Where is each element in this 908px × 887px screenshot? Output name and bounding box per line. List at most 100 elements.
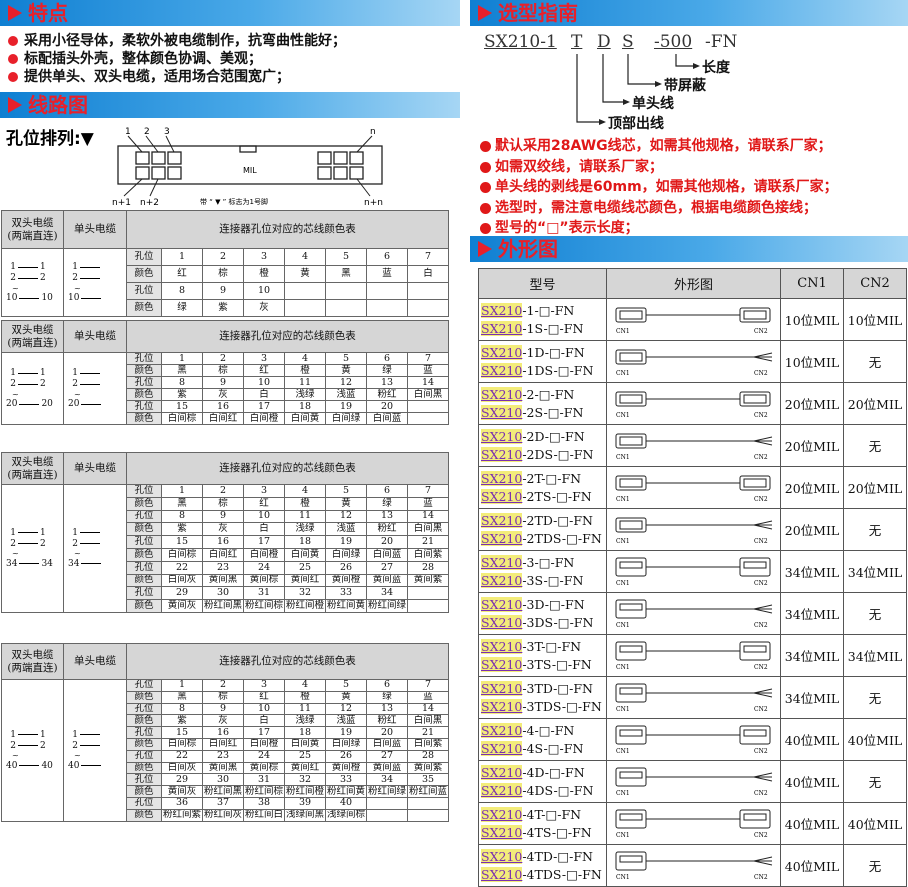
color-cell: 黑	[161, 690, 203, 704]
pin-cell: 10	[243, 376, 285, 389]
feature-item: 提供单头、双头电缆，适用场合范围宽广；	[8, 68, 290, 86]
color-cell: 浅绿	[284, 388, 326, 401]
pin-cell: 20	[366, 400, 408, 413]
pin-cell: 32	[284, 773, 326, 787]
color-cell: 灰	[243, 299, 285, 317]
section-header: 特点	[0, 0, 460, 26]
row-label: 颜色	[126, 496, 162, 511]
cable-drawing: CN1 CN2	[615, 391, 770, 419]
connector-detail	[743, 561, 766, 569]
cable-drawing: CN1 CN2	[615, 767, 772, 797]
table-body: 双头电缆 (两端直连) 单头电缆 连接器孔位对应的芯线颜色表 1 1 2 2 ~34 34 1 2 ~3…	[1, 452, 449, 613]
wire: 1	[68, 527, 126, 538]
wire-end: 34	[41, 558, 53, 569]
single-diagram: 1 2 ~40	[63, 679, 127, 822]
wiring-table: 双头电缆 (两端直连) 单头电缆 连接器孔位对应的芯线颜色表 1 1 2 2 ~20 20 1 2 ~2…	[1, 320, 449, 425]
connector-label: CN2	[754, 370, 768, 377]
pin-cell: 19	[325, 535, 367, 549]
shape-row: SX210-4T-□-FN SX210-4TS-□-FN CN1 CN2 40位MIL 4…	[478, 802, 907, 845]
wire-end: 1	[40, 729, 46, 740]
pin-cell: 10	[243, 509, 285, 524]
color-cell: 白间红	[202, 547, 244, 562]
color-cell: 浅蓝	[325, 388, 367, 401]
drawing-cell: CN1 CN2	[606, 466, 781, 509]
connector-detail	[619, 436, 642, 446]
color-cell: 黄间橙	[325, 761, 367, 775]
model-line: SX210-4T-□-FN	[481, 806, 606, 824]
color-cell: 白间灰	[161, 761, 203, 775]
header-text: (两端直连)	[7, 468, 58, 481]
drawing-cell: CN1 CN2	[606, 382, 781, 425]
data-row: 孔位 15 16 17 18 19 20 21	[2, 535, 449, 549]
wire-end: 1	[10, 368, 16, 378]
model-cell: SX210-3T-□-FN SX210-3TS-□-FN	[478, 634, 607, 677]
row-label: 颜色	[126, 265, 162, 283]
model-suffix: -1S-□-FN	[522, 320, 584, 336]
color-cell: 绿	[366, 496, 408, 511]
cn1-cell: 20位MIL	[780, 466, 844, 509]
wire-end	[753, 352, 772, 358]
pin-cell	[407, 400, 449, 413]
drawing-cell: CN1 CN2	[606, 340, 781, 383]
cn1-cell: 20位MIL	[780, 508, 844, 551]
color-cell: 紫	[161, 714, 203, 728]
row-label: 孔位	[126, 248, 162, 266]
color-cell: 浅绿	[284, 714, 326, 728]
wire-line	[80, 277, 100, 279]
wire-line	[18, 277, 38, 279]
header-text: 双头电缆	[11, 455, 54, 468]
model-suffix: -3S-□-FN	[522, 572, 584, 588]
wire-line	[80, 532, 100, 534]
cn2-cell: 无	[843, 424, 907, 467]
row-label: 孔位	[126, 535, 162, 549]
wire-end: 1	[10, 262, 16, 272]
pin-cell: 17	[243, 400, 285, 413]
pin-cell: 16	[202, 726, 244, 739]
double-diagram: 1 1 2 2 ~10 10	[1, 248, 64, 317]
color-cell: 白间紫	[407, 737, 449, 751]
pin-cell: 14	[407, 509, 449, 524]
connector-label: CN1	[616, 622, 630, 629]
wire-end: 2	[10, 379, 16, 389]
row-label: 孔位	[126, 509, 162, 524]
color-cell: 粉红间绿	[366, 785, 408, 798]
model-line: SX210-1D-□-FN	[481, 344, 606, 362]
row-label: 孔位	[126, 560, 162, 575]
connector-detail	[619, 687, 642, 695]
drawing-cell: CN1 CN2	[606, 760, 781, 803]
header-single: 单头电缆	[63, 643, 127, 680]
pin-cell: 28	[407, 560, 449, 575]
shape-row: SX210-3T-□-FN SX210-3TS-□-FN CN1 CN2 34位MIL 3…	[478, 634, 907, 677]
cn1-cell: 20位MIL	[780, 424, 844, 467]
wire: 2	[68, 740, 126, 751]
connector-label: CN2	[754, 580, 768, 587]
wire-end: 1	[40, 527, 46, 538]
color-cell: 灰	[202, 388, 244, 401]
pin-cell: 3	[243, 352, 285, 365]
pin-cell	[407, 282, 449, 300]
connector-detail	[619, 813, 642, 821]
row-label: 孔位	[126, 796, 162, 810]
cn1-cell: 40位MIL	[780, 718, 844, 761]
color-cell	[284, 299, 326, 317]
model-cell: SX210-2-□-FN SX210-2S-□-FN	[478, 382, 607, 425]
color-cell: 黄间黑	[202, 761, 244, 775]
drawing-cell: CN1 CN2	[606, 592, 781, 635]
header-row: 双头电缆 (两端直连) 单头电缆 连接器孔位对应的芯线颜色表	[1, 320, 449, 353]
model-line: SX210-2-□-FN	[481, 386, 606, 404]
model-line: SX210-2TD-□-FN	[481, 512, 606, 530]
connector-detail	[619, 645, 642, 653]
wire-line	[81, 403, 102, 405]
connector-detail	[743, 394, 766, 404]
cn1-cell: 20位MIL	[780, 382, 844, 425]
color-cell: 白间黑	[407, 714, 449, 728]
pin-cell: 18	[284, 726, 326, 739]
color-cell: 绿	[161, 299, 203, 317]
pin-number: 1	[125, 127, 131, 137]
color-cell: 白间棕	[161, 412, 203, 425]
data-row: 颜色紫灰白浅绿 浅蓝 粉红 白间黑	[2, 388, 449, 401]
model-prefix: SX210	[481, 404, 523, 420]
pin-cell: 8	[161, 376, 203, 389]
pin-cell: 19	[325, 726, 367, 739]
